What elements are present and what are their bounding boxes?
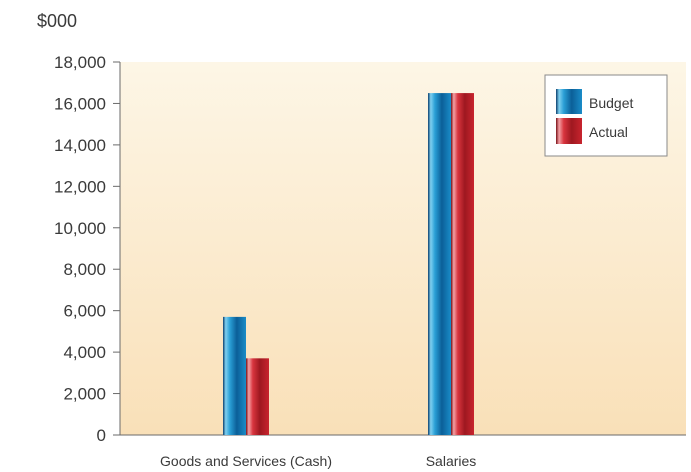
- bar-actual-goods-and-services: [246, 358, 269, 435]
- bars: [223, 93, 474, 435]
- x-category-label: Goods and Services (Cash): [160, 453, 332, 469]
- y-tick-label: 4,000: [63, 343, 106, 362]
- legend-label-budget: Budget: [589, 95, 633, 111]
- legend: Budget Actual: [544, 74, 668, 157]
- legend-label-actual: Actual: [589, 124, 628, 140]
- bar-budget-salaries: [428, 93, 451, 435]
- y-axis: 0 2,000 4,000 6,000 8,000 10,000 12,000 14,000 1…: [54, 53, 121, 445]
- legend-swatch-budget: [556, 89, 582, 114]
- bar-actual-salaries: [451, 93, 474, 435]
- y-tick-label: 18,000: [54, 53, 106, 72]
- y-tick-label: 2,000: [63, 385, 106, 404]
- bar-budget-goods-and-services: [223, 316, 246, 435]
- y-tick-label: 6,000: [63, 302, 106, 321]
- y-tick-label: 16,000: [54, 94, 106, 113]
- x-category-label: Salaries: [426, 453, 477, 469]
- y-tick-label: 14,000: [54, 136, 106, 155]
- unit-label: $000: [37, 11, 77, 31]
- y-tick-label: 0: [97, 426, 106, 445]
- legend-swatch-actual: [556, 118, 582, 144]
- y-tick-label: 12,000: [54, 177, 106, 196]
- y-tick-label: 8,000: [63, 260, 106, 279]
- y-tick-label: 10,000: [54, 219, 106, 238]
- category-labels: Goods and Services (Cash) Salaries: [160, 453, 476, 469]
